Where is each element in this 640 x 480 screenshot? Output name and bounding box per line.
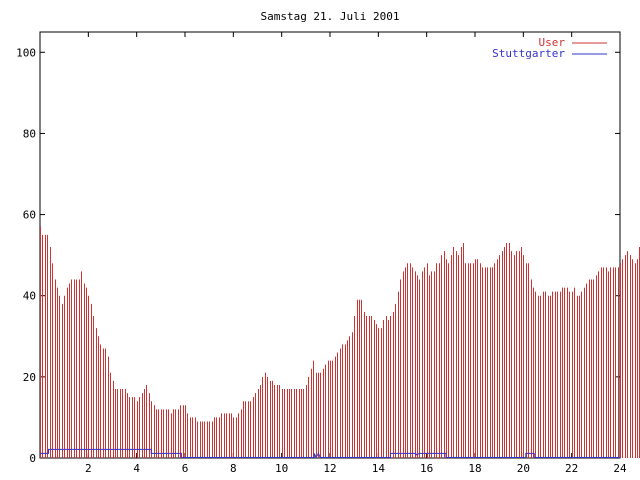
x-tick-label: 20 <box>517 462 530 475</box>
x-tick-label: 18 <box>468 462 481 475</box>
y-tick-label: 80 <box>23 127 36 140</box>
legend: User Stuttgarter <box>492 36 607 60</box>
legend-label-stuttgarter: Stuttgarter <box>492 47 565 60</box>
stuttgarter-series-line <box>40 448 620 459</box>
x-tick-label: 4 <box>133 462 140 475</box>
x-tick-label: 16 <box>420 462 433 475</box>
y-tick-label: 100 <box>16 46 36 59</box>
x-tick-label: 12 <box>323 462 336 475</box>
chart-title: Samstag 21. Juli 2001 <box>260 10 399 23</box>
x-tick-label: 14 <box>372 462 386 475</box>
x-tick-label: 6 <box>182 462 189 475</box>
x-tick-label: 2 <box>85 462 92 475</box>
user-series-bars <box>40 226 640 458</box>
y-tick-label: 40 <box>23 290 36 303</box>
y-axis: 0 20 40 60 80 100 <box>16 46 620 465</box>
x-tick-label: 8 <box>230 462 237 475</box>
x-tick-label: 24 <box>613 462 627 475</box>
legend-label-user: User <box>539 36 566 49</box>
y-tick-label: 0 <box>29 452 36 465</box>
y-tick-label: 60 <box>23 209 36 222</box>
x-tick-label: 10 <box>275 462 288 475</box>
x-tick-label: 22 <box>565 462 578 475</box>
y-tick-label: 20 <box>23 371 36 384</box>
